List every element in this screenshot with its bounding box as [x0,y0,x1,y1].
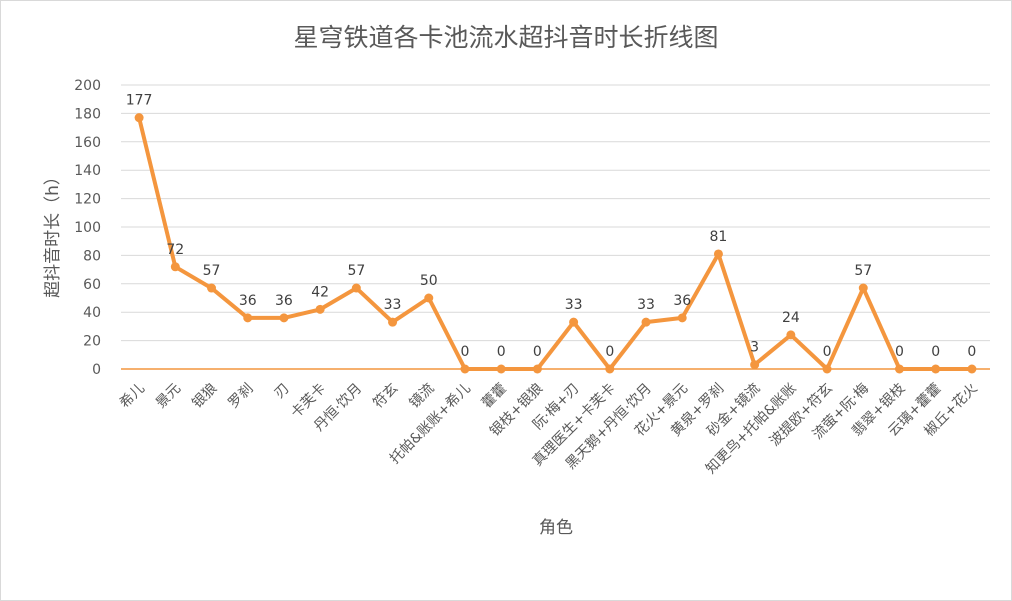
data-point [822,364,832,374]
data-label: 50 [420,273,438,289]
data-label: 72 [166,242,184,258]
data-label: 0 [497,344,506,360]
data-label: 33 [565,297,583,313]
series-line [137,115,974,371]
data-label: 57 [347,263,365,279]
y-tick-label: 180 [74,106,101,122]
y-axis-title: 超抖音时长（h） [43,168,63,298]
y-axis-ticks: 0 20 40 60 80 100 120 140 160 180 200 [74,78,101,378]
y-tick-label: 20 [83,334,101,350]
data-point [243,313,253,323]
data-label: 0 [967,344,976,360]
data-point [786,330,796,340]
data-point [569,317,579,327]
x-tick-label: 刃 [272,381,293,402]
y-tick-label: 100 [74,220,101,236]
data-label: 36 [275,293,293,309]
x-tick-label: 希儿 [117,381,148,412]
data-label: 177 [126,93,153,109]
data-point [134,113,144,123]
data-point [460,364,470,374]
data-label: 57 [203,263,221,279]
data-point [750,360,760,370]
data-point [641,317,651,327]
data-label: 24 [782,310,800,326]
data-point [207,283,217,293]
data-point [677,313,687,323]
y-tick-label: 40 [83,305,101,321]
data-point [170,262,180,272]
x-tick-label: 藿藿 [479,381,510,412]
data-label: 0 [895,344,904,360]
data-label: 0 [605,344,614,360]
data-point [967,364,977,374]
data-label: 0 [461,344,470,360]
data-label: 3 [750,340,759,356]
data-label: 42 [311,284,329,300]
x-tick-label: 罗刹 [225,381,256,412]
x-tick-label: 景元 [153,381,184,412]
data-point [424,293,434,303]
data-label: 0 [533,344,542,360]
x-tick-label: 镜流 [406,381,437,412]
x-axis-title: 角色 [539,518,573,538]
data-point [388,317,398,327]
y-tick-label: 60 [83,277,101,293]
data-label: 0 [823,344,832,360]
x-tick-label: 符玄 [370,380,402,412]
y-tick-label: 140 [74,163,101,179]
data-label: 33 [384,297,402,313]
data-points [134,113,977,374]
y-tick-label: 160 [74,135,101,151]
data-point [605,364,615,374]
data-point [351,283,361,293]
data-point [894,364,904,374]
data-label: 36 [673,293,691,309]
data-label: 81 [710,229,728,245]
data-label: 36 [239,293,257,309]
data-point [931,364,941,374]
data-label: 33 [637,297,655,313]
gridlines [121,84,990,342]
data-point [496,364,506,374]
y-tick-label: 200 [74,78,101,94]
y-tick-label: 120 [74,192,101,208]
chart-title: 星穹铁道各卡池流水超抖音时长折线图 [293,23,718,52]
data-point [279,313,289,323]
x-tick-label: 银狼 [189,381,220,412]
data-point [713,249,723,259]
data-label: 0 [931,344,940,360]
data-point [315,304,325,314]
data-point [858,283,868,293]
data-point [532,364,542,374]
data-label: 57 [854,263,872,279]
data-labels: 177 72 57 36 36 42 57 33 50 0 0 0 33 0 33 36 81 3 24 0 57 0 0 0 [126,93,977,360]
y-tick-label: 80 [83,248,101,264]
y-tick-label: 0 [92,362,101,378]
